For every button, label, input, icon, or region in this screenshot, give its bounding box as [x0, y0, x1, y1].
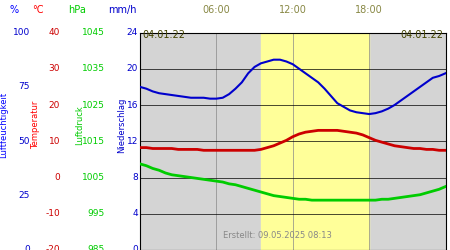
Text: 1035: 1035	[82, 64, 105, 73]
Text: -20: -20	[45, 246, 60, 250]
Text: 995: 995	[88, 209, 105, 218]
Text: 0: 0	[24, 246, 30, 250]
Text: 12: 12	[126, 137, 138, 146]
Text: 0: 0	[54, 173, 60, 182]
Text: Temperatur: Temperatur	[32, 101, 40, 149]
Text: 100: 100	[13, 28, 30, 37]
Text: %: %	[10, 5, 19, 15]
Text: 1025: 1025	[82, 100, 105, 110]
Text: Erstellt: 09.05.2025 08:13: Erstellt: 09.05.2025 08:13	[223, 231, 332, 240]
Text: 1005: 1005	[82, 173, 105, 182]
Text: Luftdruck: Luftdruck	[76, 105, 85, 145]
Text: 30: 30	[49, 64, 60, 73]
Text: 0: 0	[132, 246, 138, 250]
Text: 04.01.22: 04.01.22	[142, 30, 185, 40]
Text: 985: 985	[88, 246, 105, 250]
Text: Luftfeuchtigkeit: Luftfeuchtigkeit	[0, 92, 9, 158]
Text: -10: -10	[45, 209, 60, 218]
Text: 06:00: 06:00	[202, 5, 230, 15]
Bar	[261, 32, 369, 250]
Text: 20: 20	[49, 100, 60, 110]
Text: 1015: 1015	[82, 137, 105, 146]
Text: 16: 16	[126, 100, 138, 110]
Text: 20: 20	[126, 64, 138, 73]
Text: mm/h: mm/h	[108, 5, 136, 15]
Text: hPa: hPa	[68, 5, 86, 15]
Text: 8: 8	[132, 173, 138, 182]
Text: 50: 50	[18, 137, 30, 146]
Text: °C: °C	[32, 5, 44, 15]
Text: 18:00: 18:00	[355, 5, 383, 15]
Text: 12:00: 12:00	[279, 5, 307, 15]
Text: 4: 4	[132, 209, 138, 218]
Text: 24: 24	[127, 28, 138, 37]
Text: 25: 25	[18, 191, 30, 200]
Text: 04.01.22: 04.01.22	[400, 30, 443, 40]
Text: 1045: 1045	[82, 28, 105, 37]
Text: Niederschlag: Niederschlag	[117, 97, 126, 153]
Text: 10: 10	[49, 137, 60, 146]
Text: 75: 75	[18, 82, 30, 91]
Text: 40: 40	[49, 28, 60, 37]
